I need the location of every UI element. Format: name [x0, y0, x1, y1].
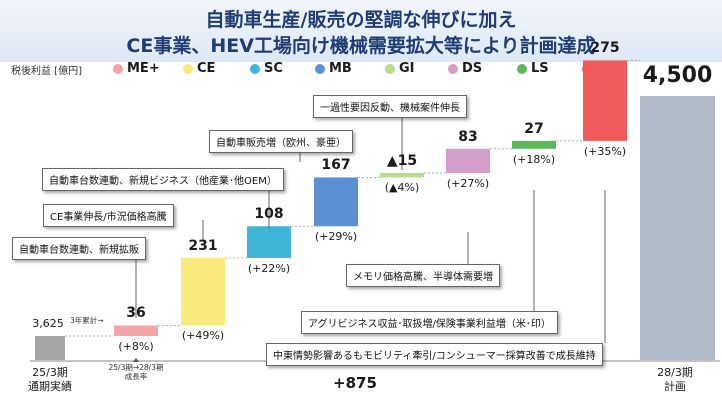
- value-label-af: 275: [590, 40, 620, 57]
- legend-dot: [517, 63, 527, 74]
- legend-dot: [183, 63, 193, 74]
- legend-dot: [250, 63, 260, 74]
- bar-ds: [446, 148, 490, 174]
- callout-af: 中東情勢影響あるもモビリティ牽引/コンシューマー採算改善で成長維持: [266, 343, 603, 366]
- value-label-sc: 108: [254, 206, 284, 223]
- growth-rate-note2: 成長率: [124, 372, 148, 381]
- legend-label: GI: [399, 61, 415, 76]
- legend-item-ls: LS: [517, 61, 549, 76]
- callout-mb: 自動車販売増（欧州、豪亜）: [209, 130, 353, 153]
- legend-item-gi: GI: [385, 61, 415, 76]
- growth-rate-note: 25/3期→28/3期: [108, 363, 164, 372]
- bar-meplus: [114, 325, 158, 336]
- end-category: 28/3期: [657, 366, 693, 379]
- value-label-mb: 167: [321, 157, 351, 174]
- bar-ls: [512, 140, 556, 149]
- callout-sc: 自動車台数連動、新規ビジネス（他産業･他OEM）: [42, 168, 284, 191]
- legend-label: SC: [264, 61, 283, 76]
- legend-label: MB: [329, 61, 352, 76]
- total-change-label: +875: [333, 374, 377, 392]
- bar-start: [35, 336, 65, 360]
- value-label-ds: 83: [458, 128, 478, 145]
- callout-me: 自動車台数連動、新規拡販: [12, 237, 146, 260]
- chart-title-line1: 自動車生産/販売の堅調な伸びに加え: [205, 9, 517, 31]
- legend-dot: [448, 63, 458, 74]
- growth-label-gi: (▲4%): [384, 181, 420, 195]
- growth-label-ls: (+18%): [512, 152, 556, 166]
- legend-item-ce: CE: [183, 61, 215, 76]
- value-label-meplus: 36: [126, 305, 146, 322]
- legend-label: CE: [197, 61, 216, 76]
- unit-label: 税後利益 [億円]: [11, 66, 82, 77]
- legend-label: LS: [531, 61, 549, 76]
- legend-dot: [113, 63, 123, 74]
- legend-dot: [315, 63, 325, 74]
- legend-label: DS: [462, 61, 483, 76]
- value-label-gi: ▲15: [386, 153, 418, 170]
- bar-sc: [247, 226, 291, 258]
- growth-label-mb: (+29%): [314, 230, 358, 244]
- legend-dot: [385, 63, 395, 74]
- callout-gi: 一過性要因反動、機械案件伸長: [313, 95, 467, 118]
- legend-item-ds: DS: [448, 61, 482, 76]
- legend-item-meplus: ME+: [113, 61, 160, 76]
- legend-item-mb: MB: [315, 61, 352, 76]
- chart-title-line2: CE事業、HEV工場向け機械需要拡大等により計画達成: [126, 35, 596, 57]
- callout-ls: アグリビジネス収益･取扱増/保険事業利益増（米･印）: [301, 311, 558, 334]
- bar-mb: [314, 177, 358, 227]
- growth-label-meplus: (+8%): [118, 340, 154, 353]
- plan-total-label: 4,500: [642, 63, 713, 88]
- legend-label: ME+: [127, 61, 160, 76]
- growth-label-ce: (+49%): [181, 329, 225, 343]
- arrow-icon: [133, 358, 139, 362]
- callout-ds: メモリ価格高騰、半導体需要増: [346, 264, 500, 287]
- value-label-ls: 27: [524, 120, 544, 137]
- start-sublabel: 通期実績: [28, 380, 72, 393]
- bar-ce: [181, 257, 225, 326]
- bar-gi: [380, 173, 424, 178]
- cumulative-note: 3年累計→: [70, 316, 104, 325]
- growth-label-sc: (+22%): [247, 261, 291, 275]
- bar-af: [583, 60, 627, 141]
- start-category: 25/3期: [32, 366, 68, 379]
- growth-label-af: (+35%): [583, 144, 627, 158]
- bar-end: [640, 96, 715, 360]
- start-value-label: 3,625: [32, 317, 64, 330]
- legend-item-sc: SC: [250, 61, 283, 76]
- end-sublabel: 計画: [664, 380, 686, 393]
- growth-label-ds: (+27%): [446, 177, 490, 191]
- title-band: [0, 0, 722, 62]
- callout-ce: CE事業伸長/市況価格高騰: [43, 204, 174, 227]
- value-label-ce: 231: [188, 237, 218, 254]
